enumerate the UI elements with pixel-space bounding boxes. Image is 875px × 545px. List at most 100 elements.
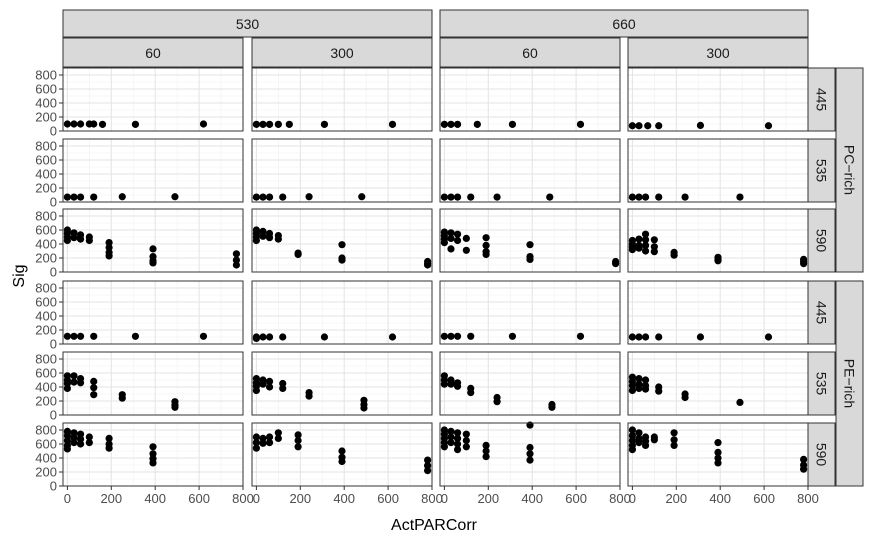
data-point bbox=[63, 120, 71, 128]
strip-inner-col-300 bbox=[627, 37, 809, 68]
data-point bbox=[90, 120, 98, 128]
strip-outer-row-label: PE−rich bbox=[842, 359, 858, 408]
data-point bbox=[635, 333, 643, 341]
panel-background bbox=[628, 68, 808, 131]
data-point bbox=[447, 245, 455, 253]
data-point bbox=[641, 193, 650, 201]
data-point bbox=[447, 193, 455, 201]
data-point bbox=[736, 193, 744, 201]
data-point bbox=[259, 120, 267, 128]
data-point bbox=[526, 241, 534, 249]
data-point bbox=[63, 384, 71, 392]
panel-r0-c2 bbox=[440, 68, 621, 132]
x-tick-label: 0 bbox=[64, 491, 71, 506]
data-point bbox=[424, 467, 432, 475]
data-point bbox=[641, 236, 650, 244]
data-point bbox=[279, 384, 287, 392]
data-point bbox=[641, 247, 650, 255]
data-point bbox=[714, 459, 722, 467]
data-point bbox=[447, 380, 455, 388]
data-point bbox=[548, 403, 556, 411]
data-point bbox=[526, 456, 534, 464]
panel-r1-c1 bbox=[252, 139, 433, 203]
y-tick-label: 800 bbox=[35, 68, 57, 83]
data-point bbox=[650, 248, 658, 256]
panel-points-r5-c2 bbox=[440, 421, 534, 464]
strip-inner-col-60 bbox=[439, 37, 621, 68]
panel-border bbox=[62, 67, 244, 132]
data-point bbox=[320, 333, 329, 341]
data-point bbox=[98, 120, 107, 128]
data-point bbox=[70, 439, 78, 447]
panel-background bbox=[63, 139, 243, 202]
panel-border bbox=[627, 208, 809, 273]
panel-r3-c0 bbox=[63, 281, 244, 345]
data-point bbox=[259, 193, 267, 201]
y-tick-label: 200 bbox=[35, 181, 57, 196]
y-tick-label: 0 bbox=[50, 479, 57, 494]
data-point bbox=[493, 398, 501, 406]
data-point bbox=[279, 193, 287, 201]
y-tick-label: 800 bbox=[35, 139, 57, 154]
data-point bbox=[265, 193, 274, 201]
data-point bbox=[76, 193, 85, 201]
y-tick-label: 600 bbox=[35, 366, 57, 381]
data-point bbox=[105, 444, 113, 452]
x-axis-label: ActPARCorr bbox=[391, 517, 478, 534]
panel-points-r1-c2 bbox=[440, 193, 554, 201]
data-point bbox=[252, 193, 260, 201]
strip-outer-col-660 bbox=[439, 9, 809, 38]
data-point bbox=[440, 380, 448, 388]
data-point bbox=[576, 332, 585, 340]
data-point bbox=[279, 333, 287, 341]
data-point bbox=[467, 389, 475, 397]
y-tick-label: 800 bbox=[35, 281, 57, 296]
panel-points-r5-c3 bbox=[628, 426, 808, 473]
data-point bbox=[76, 332, 85, 340]
x-tick-label: 0 bbox=[629, 491, 636, 506]
data-point bbox=[696, 121, 705, 129]
data-point bbox=[70, 234, 78, 242]
panel-border bbox=[439, 67, 621, 132]
data-point bbox=[388, 333, 397, 341]
data-point bbox=[252, 386, 260, 395]
data-point bbox=[90, 193, 98, 201]
data-point bbox=[576, 120, 585, 128]
data-point bbox=[714, 257, 722, 265]
data-point bbox=[641, 230, 650, 238]
data-point bbox=[85, 439, 93, 447]
strip-inner-row-label: 590 bbox=[814, 229, 830, 253]
data-point bbox=[800, 260, 808, 268]
data-point bbox=[635, 235, 643, 243]
strip-inner-col-label: 60 bbox=[522, 45, 538, 61]
y-tick-label: 400 bbox=[35, 167, 57, 182]
strip-outer-col-label: 530 bbox=[236, 16, 260, 32]
data-point bbox=[274, 120, 282, 128]
panel-border bbox=[439, 138, 621, 203]
data-point bbox=[447, 332, 455, 340]
data-point bbox=[453, 120, 462, 128]
panel-r4-c0 bbox=[63, 352, 244, 416]
data-point bbox=[670, 441, 678, 449]
data-point bbox=[453, 236, 462, 245]
y-tick-label: 800 bbox=[35, 352, 57, 367]
data-point bbox=[90, 384, 98, 392]
data-point bbox=[655, 387, 663, 395]
x-tick-label: 400 bbox=[709, 491, 731, 506]
x-tick-label: 0 bbox=[441, 491, 448, 506]
facet-panels bbox=[62, 67, 809, 487]
data-point bbox=[635, 384, 643, 392]
y-tick-label: 400 bbox=[35, 309, 57, 324]
y-tick-label: 400 bbox=[35, 451, 57, 466]
data-point bbox=[628, 246, 636, 254]
panel-border bbox=[62, 208, 244, 273]
panel-border bbox=[627, 280, 809, 345]
x-tick-label: 800 bbox=[797, 491, 819, 506]
panel-r4-c2 bbox=[440, 352, 621, 416]
data-point bbox=[305, 392, 313, 400]
data-point bbox=[76, 120, 85, 128]
y-tick-label: 200 bbox=[35, 251, 57, 266]
data-point bbox=[736, 398, 744, 406]
x-tick-label: 400 bbox=[333, 491, 355, 506]
